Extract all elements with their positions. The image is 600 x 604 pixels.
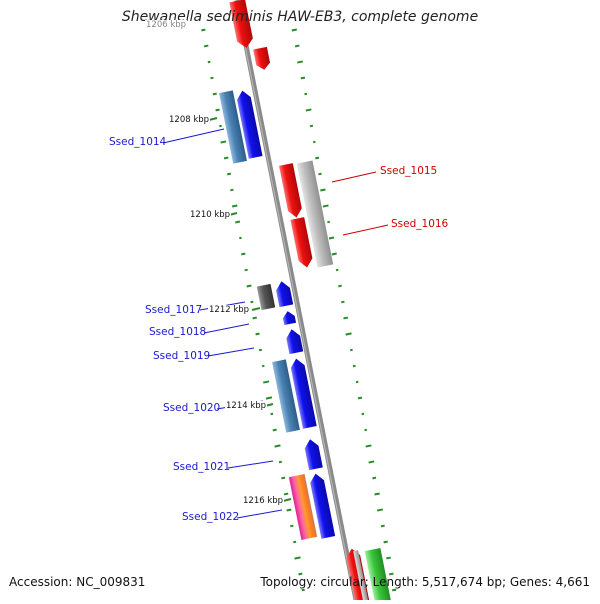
gc-skew-mark: [318, 174, 321, 175]
gc-skew-mark: [297, 61, 303, 62]
gc-skew-mark: [353, 366, 356, 367]
gc-skew-mark: [372, 478, 376, 479]
gc-skew-mark: [366, 445, 372, 446]
gc-skew-mark: [210, 78, 213, 79]
gc-skew-mark: [392, 590, 396, 591]
gc-skew-mark: [259, 350, 262, 351]
gene-label-ssed-1018[interactable]: Ssed_1018: [149, 326, 206, 338]
gc-skew-mark: [227, 174, 231, 175]
gc-skew-mark: [346, 333, 352, 334]
gc-skew-mark: [310, 126, 313, 127]
kbp-label-1216: 1216 kbp: [242, 496, 284, 506]
gc-skew-mark: [235, 222, 240, 223]
gc-skew-mark: [245, 270, 248, 271]
gc-skew-mark: [315, 158, 319, 159]
gene-label-ssed-1021[interactable]: Ssed_1021: [173, 461, 230, 473]
kbp-label-1212: 1212 kbp: [208, 305, 250, 315]
kbp-label-1214: 1214 kbp: [225, 401, 267, 411]
gc-skew-mark: [251, 302, 254, 303]
gc-skew-mark: [320, 189, 325, 190]
gc-skew-mark: [230, 190, 233, 191]
gene-label-ssed-1015[interactable]: Ssed_1015: [380, 165, 437, 177]
gene-arrow-ssed-1018: [282, 310, 296, 325]
gc-skew-mark: [273, 430, 277, 431]
gc-skew-mark: [204, 46, 208, 47]
gc-skew-mark: [301, 78, 305, 79]
gc-skew-mark: [358, 398, 362, 399]
gc-skew-mark: [329, 238, 334, 239]
gc-skew-mark: [295, 557, 301, 558]
gene-label-ssed-1019[interactable]: Ssed_1019: [153, 350, 210, 362]
feature-top-red-2: [253, 47, 271, 71]
gc-skew-mark: [292, 30, 297, 31]
gc-skew-mark: [384, 542, 388, 543]
gc-skew-mark: [377, 509, 383, 510]
gc-skew-mark: [381, 526, 385, 527]
gc-skew-mark: [216, 110, 220, 111]
gc-skew-mark: [293, 542, 296, 543]
gene-arrow-ssed-1017: [275, 280, 294, 307]
gc-skew-mark: [253, 318, 257, 319]
gc-skew-mark: [290, 526, 293, 527]
accession-text: Accession: NC_009831: [9, 575, 145, 589]
kbp-label-1210: 1210 kbp: [189, 210, 231, 220]
gc-skew-mark: [323, 205, 328, 206]
gene-label-ssed-1022[interactable]: Ssed_1022: [182, 511, 239, 523]
gc-skew-mark: [341, 302, 344, 303]
gene-label-ssed-1014[interactable]: Ssed_1014: [109, 136, 166, 148]
gc-skew-mark: [386, 558, 390, 559]
gene-label-ssed-1016[interactable]: Ssed_1016: [391, 218, 448, 230]
gc-skew-mark: [241, 254, 245, 255]
gc-skew-mark: [232, 205, 237, 206]
gc-skew-mark: [266, 397, 272, 398]
gc-skew-mark: [275, 445, 281, 446]
gene-arrow-ssed-1021: [303, 438, 323, 470]
gc-skew-mark: [213, 94, 217, 95]
kbp-label-1208: 1208 kbp: [168, 115, 210, 125]
gc-skew-mark: [295, 46, 299, 47]
cog-block-ssed-1017: [257, 284, 275, 310]
gc-skew-mark: [369, 461, 375, 462]
kbp-label-1206: 1206 kbp: [145, 20, 187, 30]
gc-skew-mark: [247, 286, 252, 287]
gc-skew-mark: [287, 510, 292, 511]
gc-skew-mark: [263, 381, 269, 382]
gc-skew-mark: [375, 493, 380, 494]
gc-skew-mark: [306, 109, 312, 110]
gc-skew-mark: [221, 141, 227, 142]
gc-skew-mark: [332, 254, 337, 255]
map-title: Shewanella sediminis HAW-EB3, complete g…: [0, 9, 600, 25]
feature-bottom-green: [365, 548, 392, 600]
gc-skew-mark: [284, 494, 288, 495]
gene-label-ssed-1017[interactable]: Ssed_1017: [145, 304, 202, 316]
gc-skew-mark: [256, 334, 260, 335]
gc-skew-mark: [343, 318, 347, 319]
gc-skew-mark: [224, 158, 228, 159]
gc-skew-mark: [279, 462, 282, 463]
gc-skew-mark: [281, 478, 285, 479]
genome-summary-text: Topology: circular; Length: 5,517,674 bp…: [260, 575, 590, 589]
gc-skew-mark: [302, 590, 305, 591]
gc-skew-mark: [338, 286, 341, 287]
gc-skew-mark: [201, 30, 205, 31]
gene-label-ssed-1020[interactable]: Ssed_1020: [163, 402, 220, 414]
